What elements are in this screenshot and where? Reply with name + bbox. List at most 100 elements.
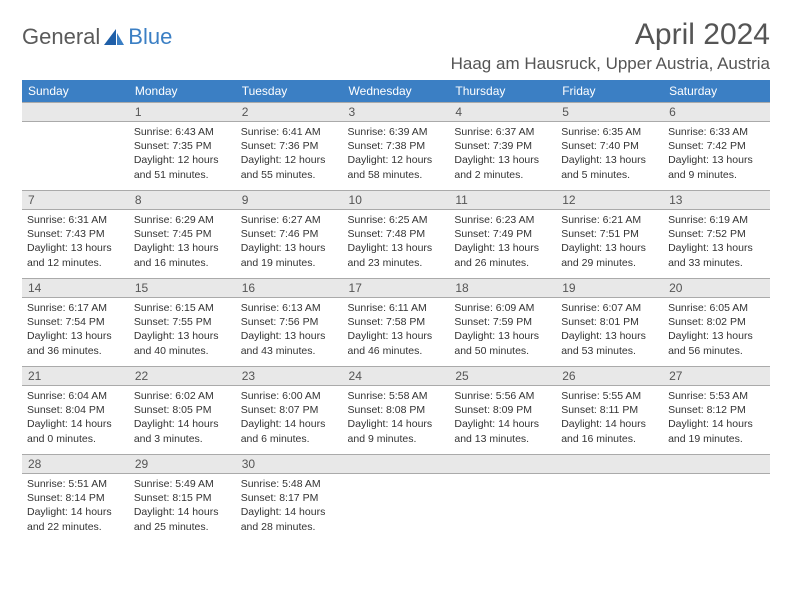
sunrise-text: Sunrise: 6:31 AM (27, 213, 124, 227)
day-content: Sunrise: 5:53 AMSunset: 8:12 PMDaylight:… (663, 386, 770, 451)
sunset-text: Sunset: 7:40 PM (561, 139, 658, 153)
day-content: Sunrise: 6:39 AMSunset: 7:38 PMDaylight:… (343, 122, 450, 187)
logo: General Blue (22, 24, 172, 50)
calendar-day-cell: 12Sunrise: 6:21 AMSunset: 7:51 PMDayligh… (556, 190, 663, 278)
calendar-day-cell: 16Sunrise: 6:13 AMSunset: 7:56 PMDayligh… (236, 278, 343, 366)
day-number: 4 (449, 102, 556, 122)
sunrise-text: Sunrise: 6:15 AM (134, 301, 231, 315)
day-number: 27 (663, 366, 770, 386)
sunset-text: Sunset: 8:05 PM (134, 403, 231, 417)
calendar-day-cell: 4Sunrise: 6:37 AMSunset: 7:39 PMDaylight… (449, 102, 556, 190)
day-content: Sunrise: 6:02 AMSunset: 8:05 PMDaylight:… (129, 386, 236, 451)
day-content: Sunrise: 6:05 AMSunset: 8:02 PMDaylight:… (663, 298, 770, 363)
sunset-text: Sunset: 8:08 PM (348, 403, 445, 417)
calendar-day-cell: 24 Sunrise: 5:58 AMSunset: 8:08 PMDayligh… (343, 366, 450, 454)
sunrise-text: Sunrise: 6:11 AM (348, 301, 445, 315)
sunrise-text: Sunrise: 6:27 AM (241, 213, 338, 227)
calendar-day-cell (663, 454, 770, 542)
sunrise-text: Sunrise: 6:02 AM (134, 389, 231, 403)
calendar-day-cell: 8Sunrise: 6:29 AMSunset: 7:45 PMDaylight… (129, 190, 236, 278)
day-content: Sunrise: 5:56 AMSunset: 8:09 PMDaylight:… (449, 386, 556, 451)
sunset-text: Sunset: 8:01 PM (561, 315, 658, 329)
daylight-text: Daylight: 14 hours and 9 minutes. (348, 417, 445, 445)
weekday-header: Friday (556, 80, 663, 102)
day-content: Sunrise: 6:21 AMSunset: 7:51 PMDaylight:… (556, 210, 663, 275)
calendar-day-cell (22, 102, 129, 190)
daylight-text: Daylight: 13 hours and 33 minutes. (668, 241, 765, 269)
calendar-table: Sunday Monday Tuesday Wednesday Thursday… (22, 80, 770, 542)
day-content: Sunrise: 6:04 AMSunset: 8:04 PMDaylight:… (22, 386, 129, 451)
daylight-text: Daylight: 13 hours and 43 minutes. (241, 329, 338, 357)
calendar-day-cell: 6Sunrise: 6:33 AMSunset: 7:42 PMDaylight… (663, 102, 770, 190)
day-content: Sunrise: 6:15 AMSunset: 7:55 PMDaylight:… (129, 298, 236, 363)
sunset-text: Sunset: 7:38 PM (348, 139, 445, 153)
sunset-text: Sunset: 7:42 PM (668, 139, 765, 153)
day-number: 24 (343, 366, 450, 386)
day-number: 25 (449, 366, 556, 386)
calendar-day-cell: 21Sunrise: 6:04 AMSunset: 8:04 PMDayligh… (22, 366, 129, 454)
sunrise-text: Sunrise: 6:23 AM (454, 213, 551, 227)
day-number: 16 (236, 278, 343, 298)
daylight-text: Daylight: 14 hours and 22 minutes. (27, 505, 124, 533)
sunset-text: Sunset: 8:11 PM (561, 403, 658, 417)
day-number: 13 (663, 190, 770, 210)
daylight-text: Daylight: 13 hours and 56 minutes. (668, 329, 765, 357)
location-text: Haag am Hausruck, Upper Austria, Austria (451, 54, 770, 74)
sunrise-text: Sunrise: 6:17 AM (27, 301, 124, 315)
weekday-header: Thursday (449, 80, 556, 102)
sunset-text: Sunset: 7:39 PM (454, 139, 551, 153)
day-number: 7 (22, 190, 129, 210)
daylight-text: Daylight: 14 hours and 28 minutes. (241, 505, 338, 533)
weekday-header: Wednesday (343, 80, 450, 102)
daylight-text: Daylight: 12 hours and 55 minutes. (241, 153, 338, 181)
sunrise-text: Sunrise: 5:49 AM (134, 477, 231, 491)
sunrise-text: Sunrise: 6:39 AM (348, 125, 445, 139)
day-content: Sunrise: 6:00 AMSunset: 8:07 PMDaylight:… (236, 386, 343, 451)
day-number: 18 (449, 278, 556, 298)
daylight-text: Daylight: 13 hours and 29 minutes. (561, 241, 658, 269)
sunrise-text: Sunrise: 6:25 AM (348, 213, 445, 227)
sunset-text: Sunset: 8:09 PM (454, 403, 551, 417)
daylight-text: Daylight: 14 hours and 13 minutes. (454, 417, 551, 445)
calendar-day-cell: 13Sunrise: 6:19 AMSunset: 7:52 PMDayligh… (663, 190, 770, 278)
day-number (556, 454, 663, 474)
calendar-day-cell: 11Sunrise: 6:23 AMSunset: 7:49 PMDayligh… (449, 190, 556, 278)
daylight-text: Daylight: 13 hours and 53 minutes. (561, 329, 658, 357)
day-number (663, 454, 770, 474)
daylight-text: Daylight: 13 hours and 16 minutes. (134, 241, 231, 269)
day-content: Sunrise: 5:48 AMSunset: 8:17 PMDaylight:… (236, 474, 343, 539)
calendar-day-cell: 30Sunrise: 5:48 AMSunset: 8:17 PMDayligh… (236, 454, 343, 542)
daylight-text: Daylight: 13 hours and 40 minutes. (134, 329, 231, 357)
day-number: 26 (556, 366, 663, 386)
day-number: 29 (129, 454, 236, 474)
daylight-text: Daylight: 13 hours and 46 minutes. (348, 329, 445, 357)
day-content: Sunrise: 5:49 AMSunset: 8:15 PMDaylight:… (129, 474, 236, 539)
calendar-day-cell: 19Sunrise: 6:07 AMSunset: 8:01 PMDayligh… (556, 278, 663, 366)
sunrise-text: Sunrise: 5:56 AM (454, 389, 551, 403)
sunrise-text: Sunrise: 6:43 AM (134, 125, 231, 139)
calendar-week-row: 14Sunrise: 6:17 AMSunset: 7:54 PMDayligh… (22, 278, 770, 366)
sunset-text: Sunset: 7:49 PM (454, 227, 551, 241)
sunset-text: Sunset: 7:45 PM (134, 227, 231, 241)
sunset-text: Sunset: 7:58 PM (348, 315, 445, 329)
day-content: Sunrise: 6:11 AMSunset: 7:58 PMDaylight:… (343, 298, 450, 363)
daylight-text: Daylight: 13 hours and 23 minutes. (348, 241, 445, 269)
day-number: 22 (129, 366, 236, 386)
calendar-day-cell: 22Sunrise: 6:02 AMSunset: 8:05 PMDayligh… (129, 366, 236, 454)
day-content: Sunrise: 6:09 AMSunset: 7:59 PMDaylight:… (449, 298, 556, 363)
sunrise-text: Sunrise: 5:58 AM (348, 389, 445, 403)
day-content: Sunrise: 6:13 AMSunset: 7:56 PMDaylight:… (236, 298, 343, 363)
day-number: 2 (236, 102, 343, 122)
sunset-text: Sunset: 7:54 PM (27, 315, 124, 329)
calendar-day-cell: 1Sunrise: 6:43 AMSunset: 7:35 PMDaylight… (129, 102, 236, 190)
day-content: Sunrise: 6:23 AMSunset: 7:49 PMDaylight:… (449, 210, 556, 275)
daylight-text: Daylight: 13 hours and 36 minutes. (27, 329, 124, 357)
calendar-day-cell: 3Sunrise: 6:39 AMSunset: 7:38 PMDaylight… (343, 102, 450, 190)
sunrise-text: Sunrise: 6:29 AM (134, 213, 231, 227)
weekday-header-row: Sunday Monday Tuesday Wednesday Thursday… (22, 80, 770, 102)
calendar-day-cell: 14Sunrise: 6:17 AMSunset: 7:54 PMDayligh… (22, 278, 129, 366)
calendar-day-cell (449, 454, 556, 542)
calendar-day-cell: 2Sunrise: 6:41 AMSunset: 7:36 PMDaylight… (236, 102, 343, 190)
day-number: 12 (556, 190, 663, 210)
calendar-day-cell: 27Sunrise: 5:53 AMSunset: 8:12 PMDayligh… (663, 366, 770, 454)
